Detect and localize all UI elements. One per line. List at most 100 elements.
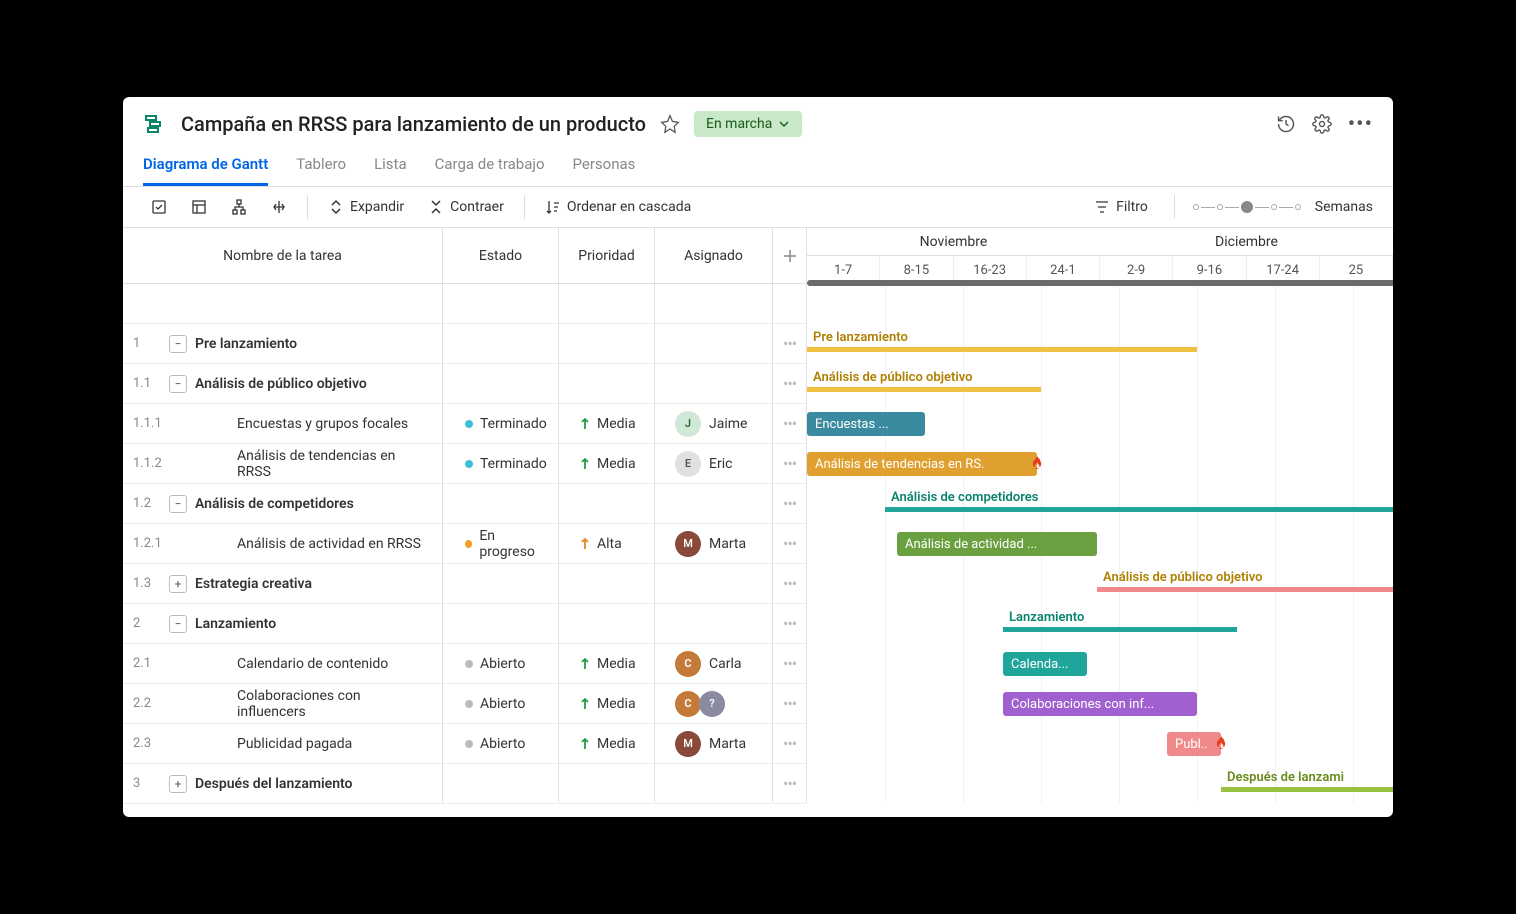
row-menu-icon[interactable]: ••• (783, 734, 796, 753)
collapse-toggle[interactable]: − (169, 495, 187, 513)
priority-cell[interactable] (559, 564, 654, 604)
assignee-cell[interactable] (655, 484, 772, 524)
priority-cell[interactable]: Media (559, 444, 654, 484)
row-menu-icon[interactable]: ••• (783, 694, 796, 713)
priority-cell[interactable] (559, 364, 654, 404)
status-cell[interactable]: Terminado (443, 444, 558, 484)
row-menu-icon[interactable]: ••• (783, 454, 796, 473)
collapse-toggle[interactable]: − (169, 615, 187, 633)
task-row[interactable]: 1.1−Análisis de público objetivo (123, 364, 442, 404)
collapse-toggle[interactable]: − (169, 335, 187, 353)
row-menu-icon[interactable]: ••• (783, 654, 796, 673)
task-row[interactable]: 1.1.2Análisis de tendencias en RRSS (123, 444, 442, 484)
assignee-cell[interactable]: C? (655, 684, 772, 724)
task-row[interactable]: 1−Pre lanzamiento (123, 324, 442, 364)
more-icon[interactable]: ••• (1348, 112, 1373, 137)
select-all-button[interactable] (143, 195, 175, 219)
task-row[interactable]: 3+Después del lanzamiento (123, 764, 442, 804)
autofit-button[interactable] (263, 195, 295, 219)
row-menu-icon[interactable]: ••• (783, 414, 796, 433)
gantt-summary-bar[interactable]: Después de lanzami (1221, 770, 1393, 792)
row-menu-icon[interactable]: ••• (783, 574, 796, 593)
zoom-slider[interactable] (1193, 201, 1301, 213)
gantt-summary-bar[interactable]: Análisis de público objetivo (1097, 570, 1393, 592)
gantt-summary-bar[interactable]: Análisis de público objetivo (807, 370, 1041, 392)
expand-button[interactable]: Expandir (320, 195, 412, 219)
priority-cell[interactable] (559, 324, 654, 364)
row-menu-icon[interactable]: ••• (783, 774, 796, 793)
collapse-toggle[interactable]: + (169, 575, 187, 593)
gantt-task-bar[interactable]: Calenda... (1003, 652, 1087, 676)
gantt-summary-bar[interactable]: Análisis de competidores (885, 490, 1393, 512)
assignee-cell[interactable] (655, 364, 772, 404)
task-row[interactable]: 2.3Publicidad pagada (123, 724, 442, 764)
status-cell[interactable] (443, 364, 558, 404)
status-cell[interactable]: Abierto (443, 724, 558, 764)
task-name: Pre lanzamiento (195, 336, 432, 352)
collapse-toggle[interactable]: − (169, 375, 187, 393)
gantt-summary-bar[interactable]: Pre lanzamiento (807, 330, 1197, 352)
tab-lista[interactable]: Lista (374, 149, 407, 186)
task-name: Después del lanzamiento (195, 776, 432, 792)
tab-carga-de-trabajo[interactable]: Carga de trabajo (435, 149, 545, 186)
assignee-cell[interactable]: EEric (655, 444, 772, 484)
assignee-cell[interactable] (655, 604, 772, 644)
status-cell[interactable] (443, 484, 558, 524)
priority-cell[interactable] (559, 764, 654, 804)
row-menu-icon[interactable]: ••• (783, 494, 796, 513)
assignee-cell[interactable] (655, 764, 772, 804)
gantt-summary-bar[interactable]: Lanzamiento (1003, 610, 1237, 632)
status-cell[interactable]: Terminado (443, 404, 558, 444)
status-cell[interactable]: En progreso (443, 524, 558, 564)
gantt-task-bar[interactable]: Colaboraciones con inf... (1003, 692, 1197, 716)
task-row[interactable]: 2.1Calendario de contenido (123, 644, 442, 684)
status-dropdown[interactable]: En marcha (694, 111, 802, 137)
assignee-cell[interactable]: MMarta (655, 524, 772, 564)
task-row[interactable]: 2−Lanzamiento (123, 604, 442, 644)
gantt-task-bar[interactable]: Análisis de tendencias en RS. (807, 452, 1037, 476)
assignee-cell[interactable]: MMarta (655, 724, 772, 764)
assignee-cell[interactable] (655, 564, 772, 604)
history-icon[interactable] (1276, 114, 1296, 134)
gantt-task-bar[interactable]: Análisis de actividad ... (897, 532, 1097, 556)
assignee-cell[interactable]: JJaime (655, 404, 772, 444)
priority-cell[interactable]: Media (559, 644, 654, 684)
row-menu-icon[interactable]: ••• (783, 334, 796, 353)
priority-cell[interactable]: Alta (559, 524, 654, 564)
row-menu-icon[interactable]: ••• (783, 374, 796, 393)
filter-button[interactable]: Filtro (1086, 195, 1156, 219)
columns-button[interactable] (183, 195, 215, 219)
gantt-task-bar[interactable]: Encuestas ... (807, 412, 925, 436)
status-cell[interactable] (443, 564, 558, 604)
star-icon[interactable] (660, 114, 680, 134)
priority-cell[interactable]: Media (559, 724, 654, 764)
task-row[interactable]: 2.2Colaboraciones con influencers (123, 684, 442, 724)
priority-cell[interactable]: Media (559, 684, 654, 724)
priority-cell[interactable] (559, 604, 654, 644)
cascade-sort-button[interactable]: Ordenar en cascada (537, 195, 699, 219)
priority-cell[interactable]: Media (559, 404, 654, 444)
status-cell[interactable]: Abierto (443, 684, 558, 724)
assignee-cell[interactable]: CCarla (655, 644, 772, 684)
assignee-cell[interactable] (655, 324, 772, 364)
task-row[interactable]: 1.1.1Encuestas y grupos focales (123, 404, 442, 444)
task-row[interactable]: 1.2−Análisis de competidores (123, 484, 442, 524)
tab-tablero[interactable]: Tablero (296, 149, 346, 186)
collapse-toggle[interactable]: + (169, 775, 187, 793)
gear-icon[interactable] (1312, 114, 1332, 134)
priority-cell[interactable] (559, 484, 654, 524)
status-cell[interactable] (443, 604, 558, 644)
task-row[interactable]: 1.3+Estrategia creativa (123, 564, 442, 604)
tab-personas[interactable]: Personas (573, 149, 636, 186)
row-menu-icon[interactable]: ••• (783, 534, 796, 553)
tab-diagrama-de-gantt[interactable]: Diagrama de Gantt (143, 149, 268, 186)
row-menu-icon[interactable]: ••• (783, 614, 796, 633)
add-column-button[interactable] (773, 228, 806, 284)
collapse-button[interactable]: Contraer (420, 195, 512, 219)
status-cell[interactable]: Abierto (443, 644, 558, 684)
status-cell[interactable] (443, 324, 558, 364)
task-row[interactable]: 1.2.1Análisis de actividad en RRSS (123, 524, 442, 564)
hierarchy-button[interactable] (223, 195, 255, 219)
status-cell[interactable] (443, 764, 558, 804)
arrow-up-icon (579, 458, 591, 470)
